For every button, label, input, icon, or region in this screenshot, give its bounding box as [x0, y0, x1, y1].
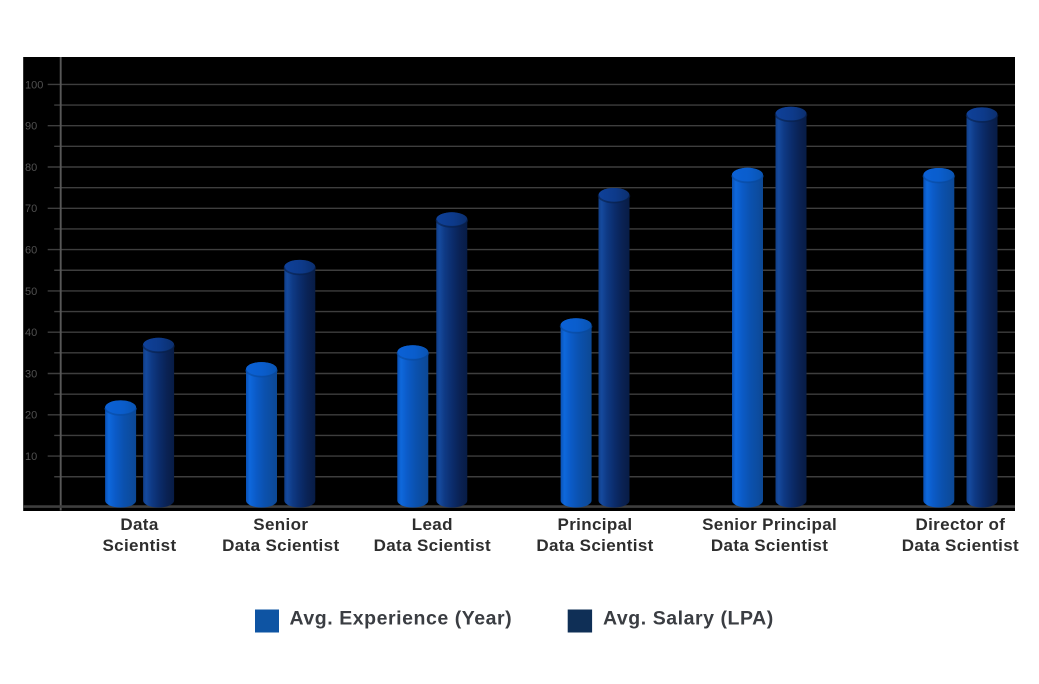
svg-text:Director of: Director of [915, 515, 1005, 534]
svg-text:Senior Principal: Senior Principal [702, 515, 837, 534]
svg-text:10: 10 [25, 451, 37, 463]
svg-text:60: 60 [25, 245, 37, 257]
svg-text:Senior: Senior [253, 515, 308, 534]
svg-text:Avg. Salary (LPA): Avg. Salary (LPA) [603, 608, 774, 630]
svg-text:100: 100 [25, 79, 43, 91]
svg-text:Avg. Experience (Year): Avg. Experience (Year) [290, 608, 513, 630]
svg-text:50: 50 [25, 286, 37, 298]
svg-text:80: 80 [25, 162, 37, 174]
svg-text:Data Scientist: Data Scientist [902, 536, 1019, 555]
svg-text:30: 30 [25, 368, 37, 380]
svg-text:Principal: Principal [558, 515, 633, 534]
svg-text:Scientist: Scientist [102, 536, 176, 555]
svg-text:70: 70 [25, 203, 37, 215]
svg-text:Lead: Lead [412, 515, 453, 534]
svg-text:Data Scientist: Data Scientist [536, 536, 653, 555]
svg-text:Data Scientist: Data Scientist [222, 536, 339, 555]
svg-text:Data Scientist: Data Scientist [374, 536, 491, 555]
svg-text:20: 20 [25, 410, 37, 422]
svg-text:Data: Data [120, 515, 158, 534]
svg-text:90: 90 [25, 121, 37, 133]
svg-text:Data Scientist: Data Scientist [711, 536, 828, 555]
svg-text:40: 40 [25, 327, 37, 339]
